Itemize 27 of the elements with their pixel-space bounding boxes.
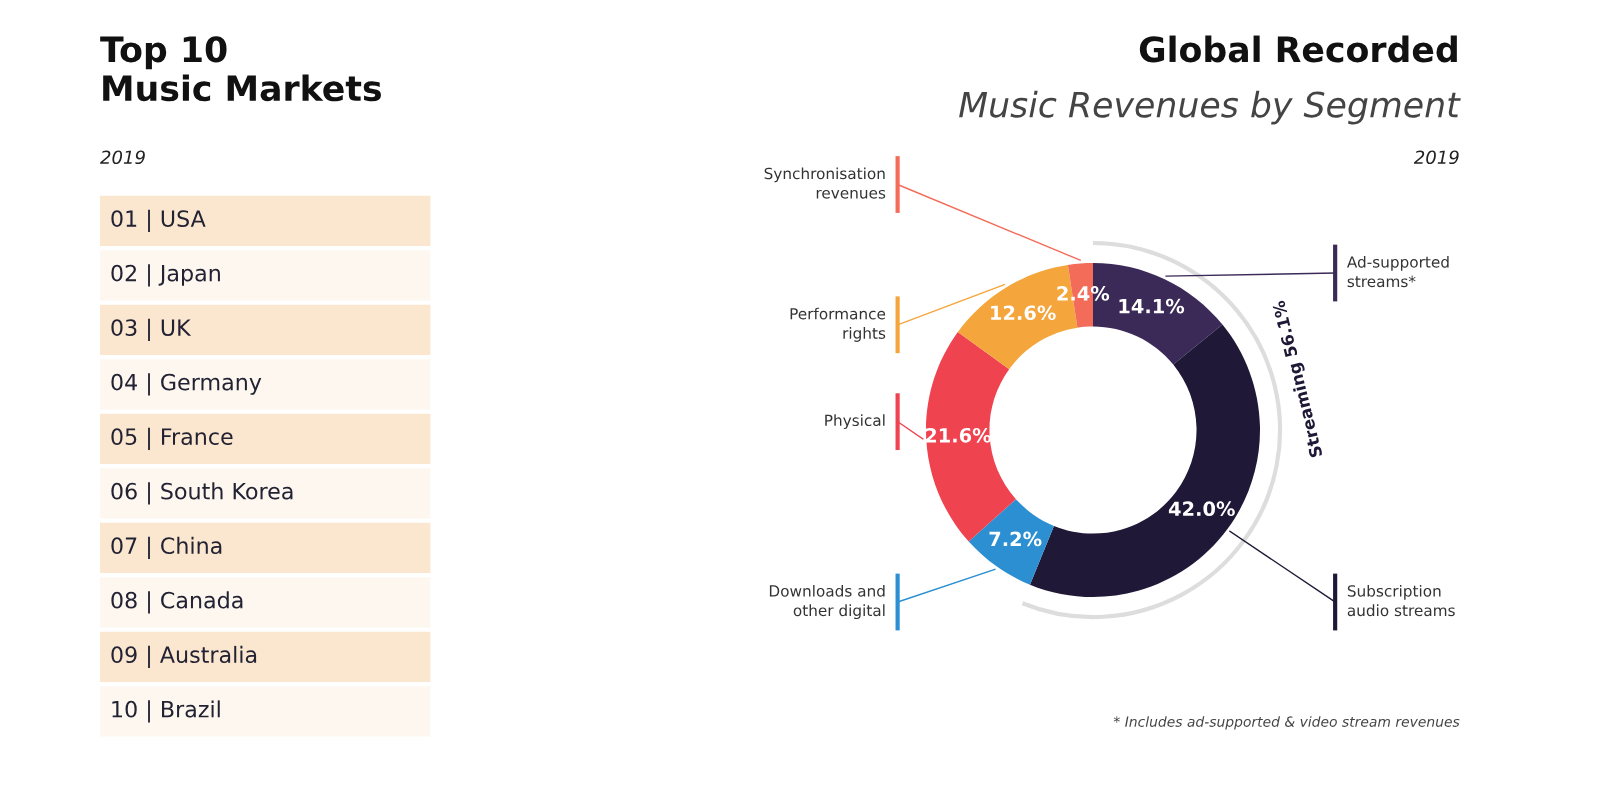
text: 2019 <box>1413 150 1459 165</box>
text: 01 | USA <box>111 209 206 232</box>
data-label: 42.0% <box>1168 501 1235 517</box>
data-label: 7.2% <box>989 531 1042 547</box>
slice-label: Performance rights <box>790 307 886 342</box>
text: 04 | Germany <box>111 373 262 396</box>
slice-label: Ad-supported streams* <box>1346 255 1449 288</box>
text: 10 | Brazil <box>112 700 220 723</box>
text: 07 | China <box>111 536 222 559</box>
text: 02 | Japan <box>111 264 220 287</box>
text: 06 | South Korea <box>111 482 293 505</box>
text: Top 10 Music Markets <box>100 36 381 102</box>
slice-label: Synchronisation revenues <box>764 167 886 199</box>
chart-subtitle: Music Revenues by Segment <box>959 90 1461 125</box>
text: 2019 <box>100 150 145 165</box>
slice-label: Subscription audio streams <box>1347 584 1455 617</box>
text: * Includes ad-supported & video stream revenues <box>1113 716 1460 730</box>
text: 09 | Australia <box>111 645 257 668</box>
text: 08 | Canada <box>111 591 243 614</box>
data-label: 12.6% <box>991 305 1056 321</box>
data-label: 14.1% <box>1119 298 1185 314</box>
chart-title: Global Recorded <box>1139 35 1457 63</box>
slice-label: Physical <box>825 414 885 430</box>
text: 03 | UK <box>111 318 192 341</box>
donut-slice <box>968 499 1054 585</box>
slice-label: Downloads and other digital <box>769 584 885 620</box>
text: 05 | France <box>111 427 233 450</box>
